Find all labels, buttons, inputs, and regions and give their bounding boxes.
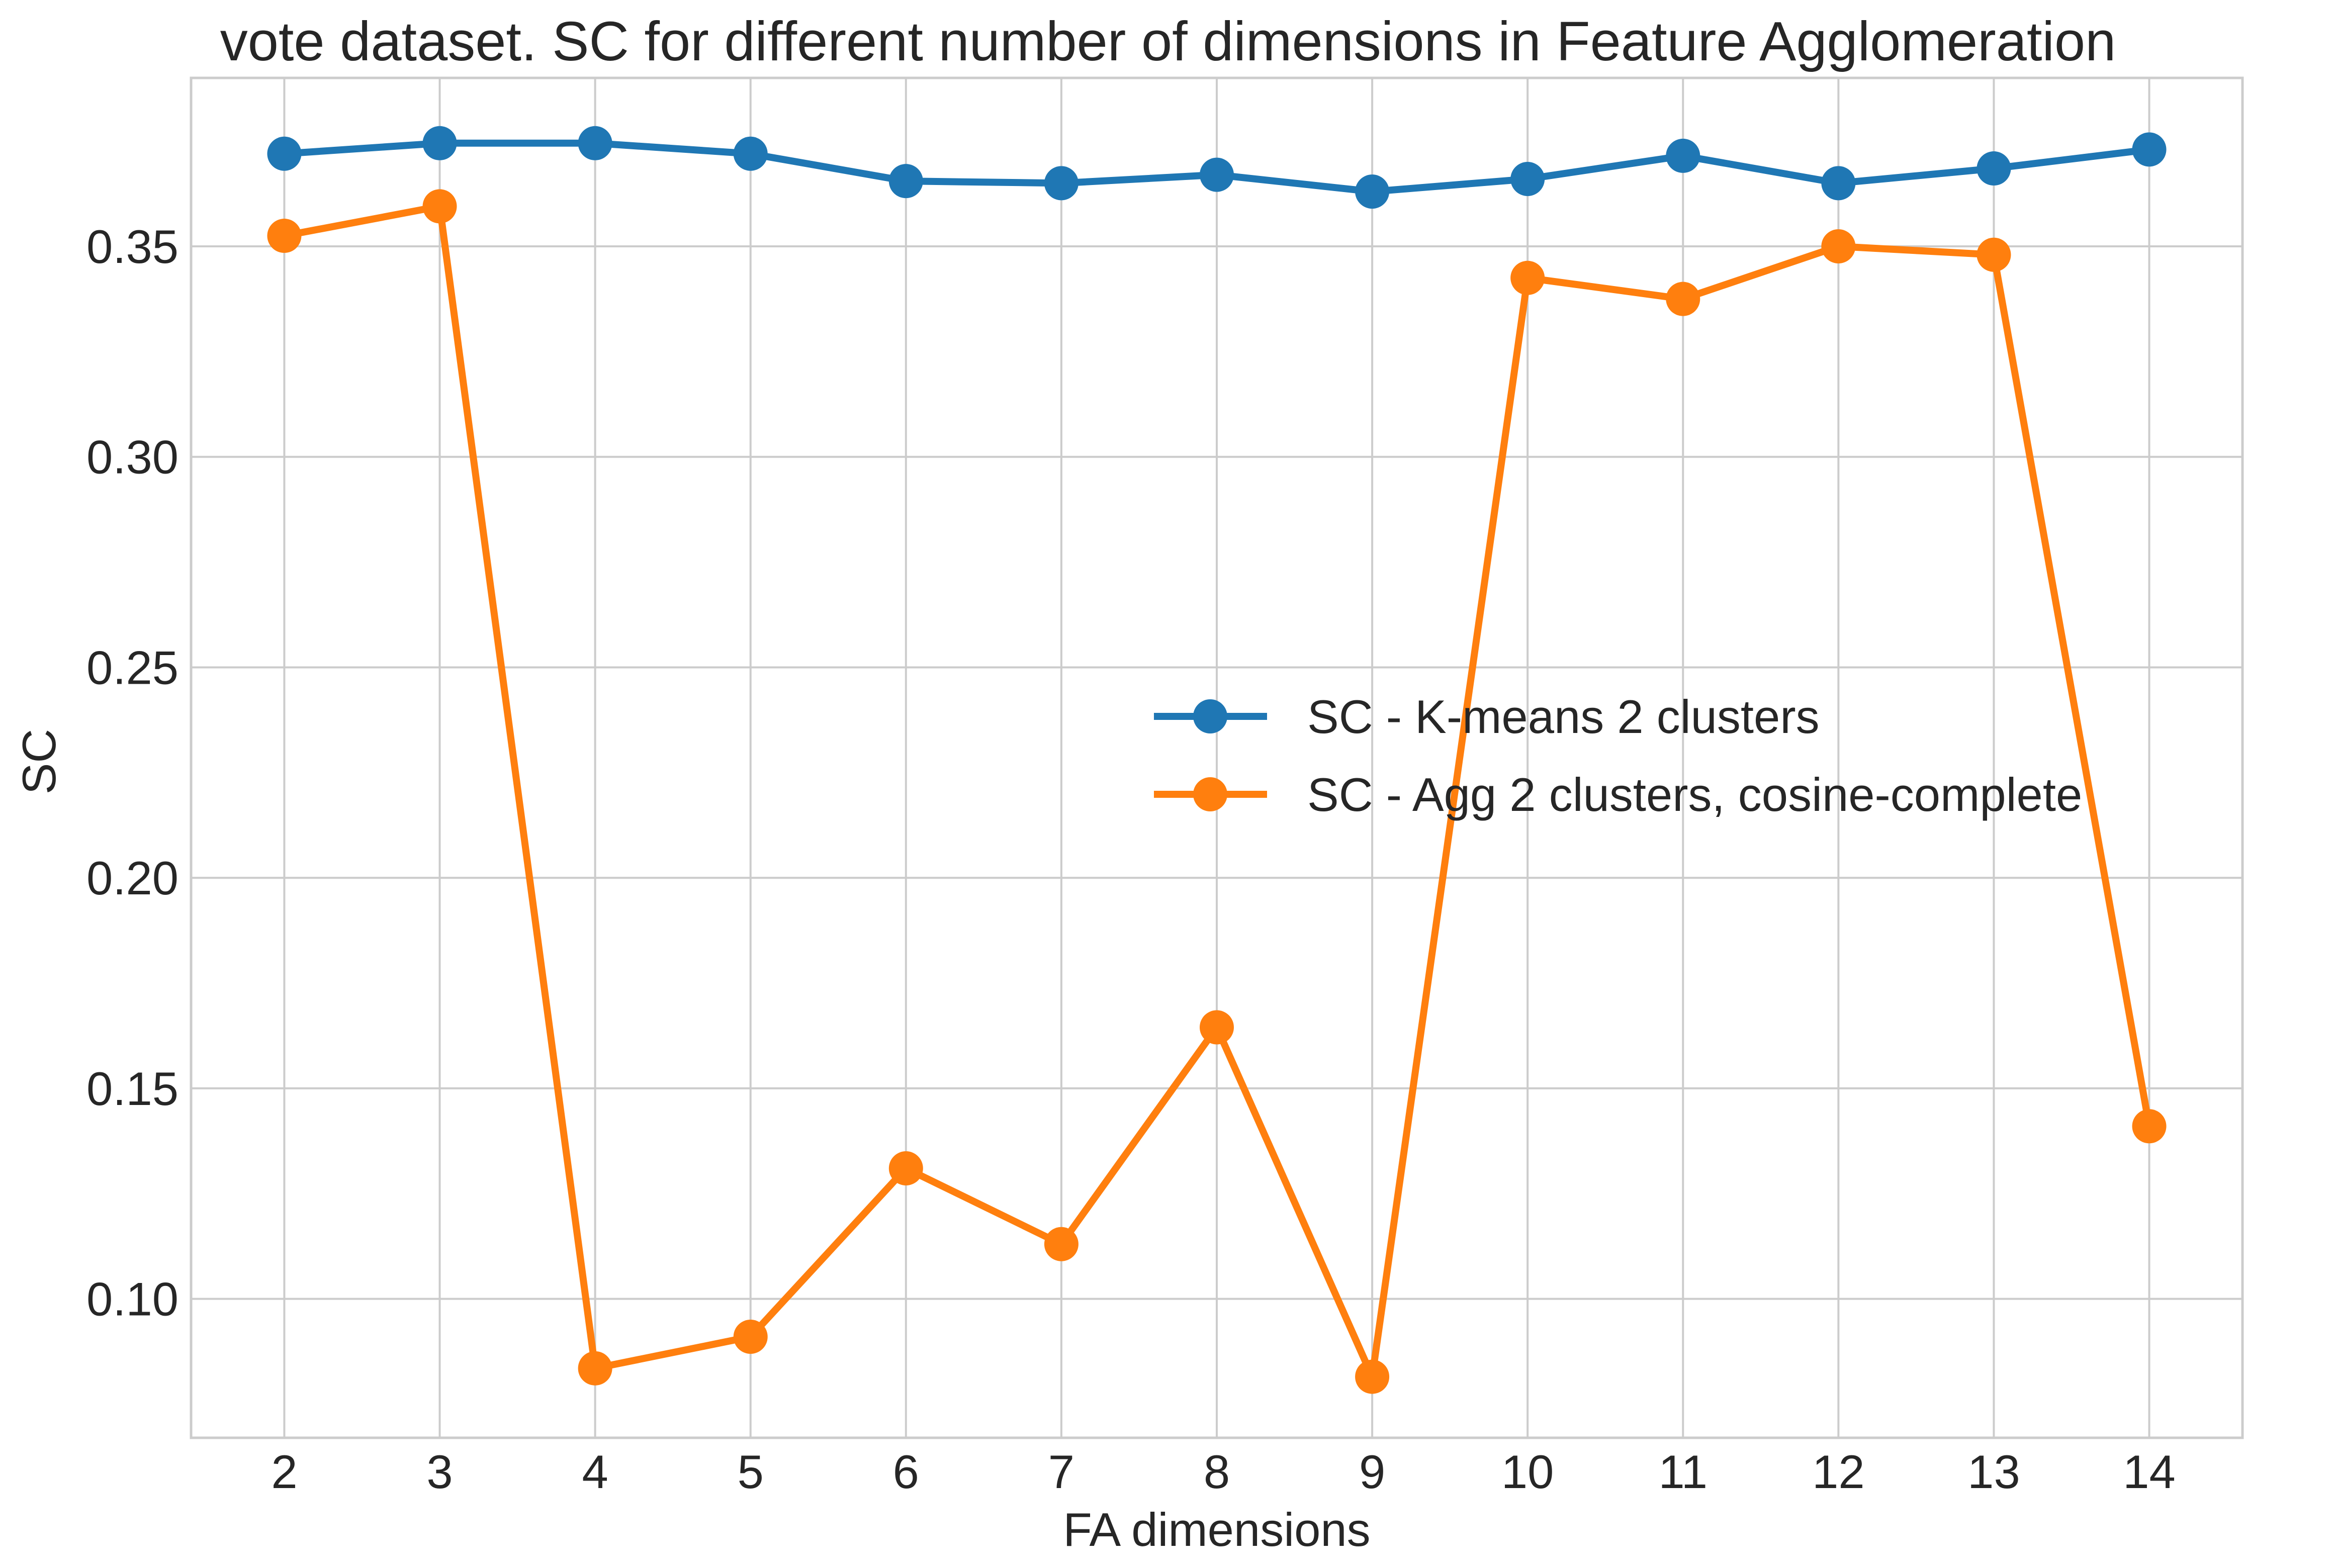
x-tick-label: 14 xyxy=(2123,1445,2176,1498)
data-point xyxy=(733,136,768,171)
data-point xyxy=(2132,132,2167,167)
chart-title: vote dataset. SC for different number of… xyxy=(220,11,2116,72)
data-point xyxy=(1044,166,1079,201)
data-point xyxy=(2132,1109,2167,1144)
x-tick-label: 3 xyxy=(426,1445,453,1498)
data-point xyxy=(733,1320,768,1354)
legend-marker xyxy=(1193,777,1227,811)
x-tick-label: 8 xyxy=(1204,1445,1230,1498)
y-tick-label: 0.35 xyxy=(86,220,178,273)
data-point xyxy=(1200,157,1234,192)
plot-frame xyxy=(190,76,2244,1439)
data-point xyxy=(888,1151,923,1186)
data-point xyxy=(422,189,457,224)
data-point xyxy=(1976,237,2011,272)
data-point xyxy=(578,126,612,160)
x-tick-label: 4 xyxy=(582,1445,608,1498)
data-point xyxy=(1666,282,1700,316)
x-tick-label: 2 xyxy=(271,1445,297,1498)
data-point xyxy=(1200,1010,1234,1045)
legend-marker xyxy=(1193,699,1227,733)
legend-label: SC - Agg 2 clusters, cosine-complete xyxy=(1307,768,2082,821)
data-point xyxy=(1355,1359,1390,1394)
data-point xyxy=(1821,229,1856,263)
y-tick-label: 0.30 xyxy=(86,431,178,484)
x-tick-label: 9 xyxy=(1359,1445,1385,1498)
data-point xyxy=(267,219,302,253)
x-tick-label: 12 xyxy=(1812,1445,1865,1498)
grid xyxy=(191,78,2242,1438)
x-tick-label: 10 xyxy=(1501,1445,1554,1498)
y-tick-label: 0.15 xyxy=(86,1062,178,1115)
x-axis-label: FA dimensions xyxy=(1063,1503,1370,1556)
y-ticks: 0.10 0.15 0.20 0.25 0.30 0.35 xyxy=(86,220,178,1326)
data-point xyxy=(422,126,457,160)
series-2 xyxy=(267,189,2167,1394)
data-point xyxy=(1355,174,1390,209)
legend: SC - K-means 2 clusters SC - Agg 2 cluste… xyxy=(1154,690,2082,821)
data-point xyxy=(578,1351,612,1386)
y-tick-label: 0.10 xyxy=(86,1273,178,1326)
x-tick-label: 11 xyxy=(1658,1445,1708,1498)
data-point xyxy=(1666,138,1700,173)
x-tick-label: 7 xyxy=(1048,1445,1074,1498)
data-point xyxy=(1510,161,1545,196)
data-point xyxy=(888,164,923,199)
y-axis-label: SC xyxy=(13,729,65,795)
data-point xyxy=(1976,151,2011,186)
y-tick-label: 0.25 xyxy=(86,641,178,694)
data-point xyxy=(1821,166,1856,201)
data-point xyxy=(1510,260,1545,295)
x-ticks: 2 3 4 5 6 7 8 9 10 11 12 13 14 xyxy=(271,1445,2176,1498)
data-point xyxy=(1044,1227,1079,1261)
x-tick-label: 6 xyxy=(893,1445,919,1498)
legend-label: SC - K-means 2 clusters xyxy=(1307,690,1820,743)
data-point xyxy=(267,136,302,171)
x-tick-label: 13 xyxy=(1967,1445,2020,1498)
x-tick-label: 5 xyxy=(738,1445,764,1498)
series xyxy=(267,126,2167,1394)
y-tick-label: 0.20 xyxy=(86,852,178,904)
series-1 xyxy=(267,126,2167,209)
